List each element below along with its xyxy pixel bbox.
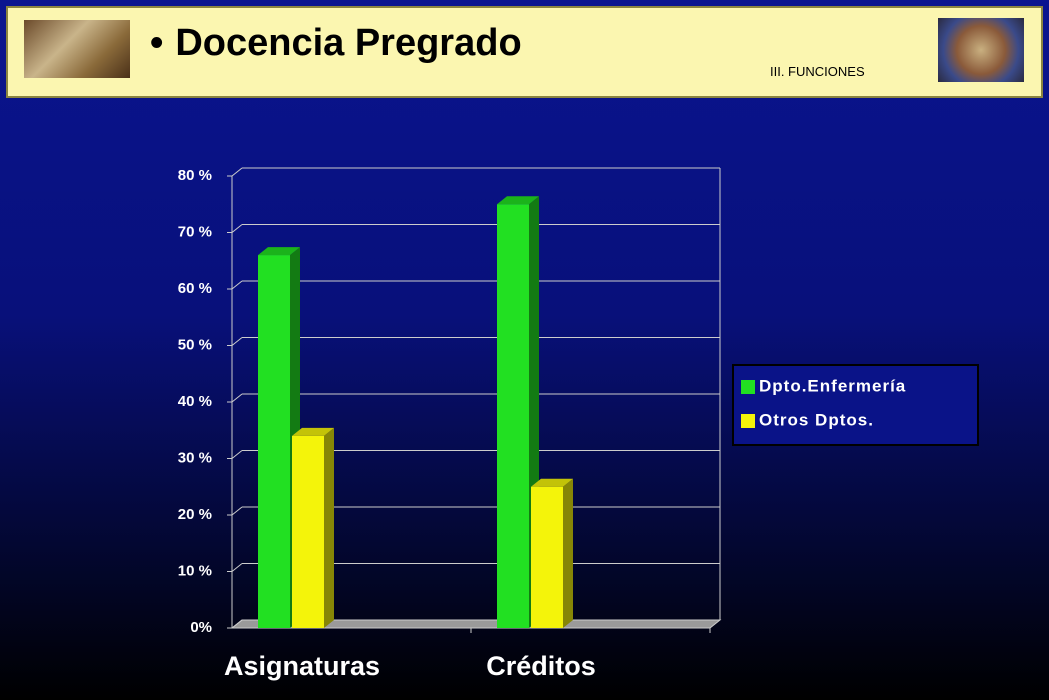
grid-line-side [231, 619, 243, 629]
legend-swatch [741, 380, 755, 394]
bar [531, 478, 573, 628]
x-tick-label: Créditos [486, 651, 596, 681]
legend-swatch [741, 414, 755, 428]
y-tick-label: 80 % [178, 167, 212, 184]
legend-box [732, 364, 979, 446]
y-tick-label: 30 % [178, 449, 212, 466]
book-image [24, 20, 130, 78]
y-tick-label: 60 % [178, 280, 212, 297]
grid-line-side [231, 224, 243, 233]
bar-top [258, 247, 300, 256]
y-tick-label: 10 % [178, 562, 212, 579]
legend-label: Dpto.Enfermería [759, 376, 906, 395]
x-tick-label: Asignaturas [224, 651, 380, 681]
grid-line-side [231, 563, 243, 572]
crest-image [938, 18, 1024, 82]
bar-side [563, 478, 573, 628]
y-tick-label: 50 % [178, 336, 212, 353]
bar-front [258, 255, 290, 628]
grid-line-side [231, 280, 243, 290]
y-tick-label: 0% [190, 619, 212, 636]
grid-line-side [231, 337, 243, 346]
grid-line-side [231, 450, 243, 459]
bar-top [292, 427, 334, 436]
y-tick-label: 40 % [178, 393, 212, 410]
bar-top [497, 196, 539, 205]
y-tick-label: 20 % [178, 506, 212, 523]
grid-line-side [231, 506, 243, 516]
grid-line-side [231, 167, 243, 177]
section-label: III. FUNCIONES [770, 64, 865, 79]
grid-line-side [231, 393, 243, 403]
bar-top [531, 478, 573, 487]
legend-label: Otros Dptos. [759, 410, 874, 429]
bar-side [324, 427, 334, 628]
slide-title: • Docencia Pregrado [150, 22, 522, 64]
y-tick-label: 70 % [178, 223, 212, 240]
bar-front [531, 486, 563, 628]
bar [292, 427, 334, 628]
bar-front [497, 204, 529, 628]
title-text: Docencia Pregrado [175, 22, 522, 64]
bar-front [292, 435, 324, 628]
header-bar [6, 6, 1043, 98]
